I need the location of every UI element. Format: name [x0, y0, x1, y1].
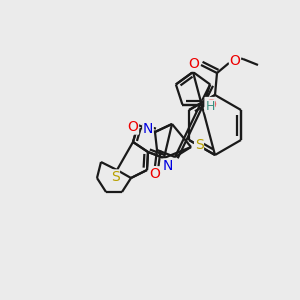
Text: S: S — [111, 170, 119, 184]
Text: H: H — [206, 100, 215, 113]
Text: O: O — [205, 98, 216, 112]
Text: O: O — [189, 57, 200, 71]
Text: N: N — [163, 159, 173, 173]
Text: N: N — [143, 122, 153, 136]
Text: O: O — [128, 120, 138, 134]
Text: S: S — [195, 138, 203, 152]
Text: O: O — [230, 54, 240, 68]
Text: O: O — [150, 167, 160, 181]
